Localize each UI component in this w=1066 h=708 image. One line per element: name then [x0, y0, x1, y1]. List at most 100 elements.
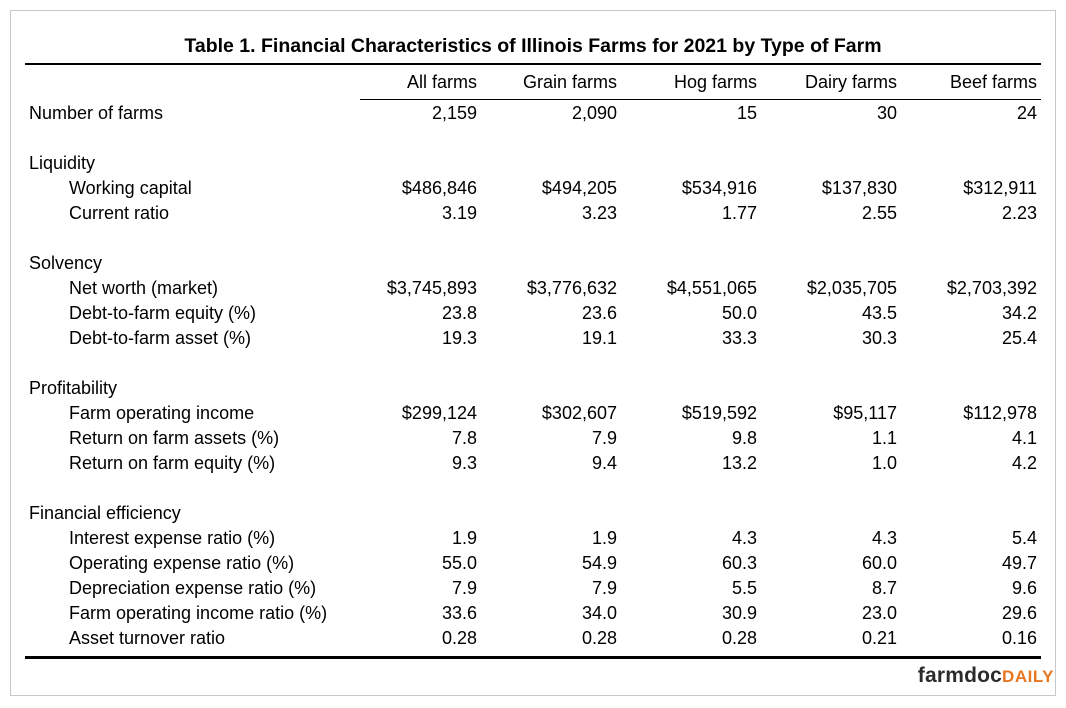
row-label: Return on farm assets (%) [69, 428, 280, 448]
table-cell: $137,830 [821, 178, 897, 198]
table-cell: 1.0 [871, 453, 897, 473]
header-rule [360, 99, 1041, 100]
table-cell: 4.1 [1011, 428, 1037, 448]
table-cell: $534,916 [681, 178, 757, 198]
row-label: Working capital [69, 178, 192, 198]
table-cell: 3.23 [581, 203, 617, 223]
row-label: Debt-to-farm equity (%) [69, 303, 257, 323]
column-header: Grain farms [522, 72, 617, 92]
row-label: Asset turnover ratio [69, 628, 226, 648]
table-cell: $95,117 [833, 403, 897, 423]
row-label: Depreciation expense ratio (%) [69, 578, 317, 598]
table-cell: 23.8 [441, 303, 477, 323]
section-label: Liquidity [29, 153, 96, 173]
table-cell: 7.9 [591, 428, 617, 448]
table-cell: 2.55 [861, 203, 897, 223]
row-label: Interest expense ratio (%) [69, 528, 276, 548]
table-cell: $312,911 [963, 178, 1037, 198]
column-header: Dairy farms [804, 72, 897, 92]
table-cell: 54.9 [581, 553, 617, 573]
table-cell: 30.9 [721, 603, 757, 623]
top-rule [25, 63, 1041, 65]
table-cell: 30 [876, 103, 897, 123]
bottom-rule [25, 656, 1041, 659]
farmdoc-daily-logo: farmdocDAILY [918, 662, 1054, 691]
table-cell: 0.16 [1001, 628, 1037, 648]
row-label: Farm operating income [69, 403, 255, 423]
table-cell: 3.19 [441, 203, 477, 223]
table-cell: 0.28 [441, 628, 477, 648]
table-cell: $3,745,893 [386, 278, 477, 298]
table-cell: 25.4 [1001, 328, 1037, 348]
table-cell: 33.3 [721, 328, 757, 348]
table-cell: 34.0 [581, 603, 617, 623]
figure-frame [10, 10, 1056, 696]
table-cell: 4.3 [871, 528, 897, 548]
row-label: Operating expense ratio (%) [69, 553, 295, 573]
table-cell: 1.9 [591, 528, 617, 548]
table-cell: 2,090 [571, 103, 617, 123]
table-title: Table 1. Financial Characteristics of Il… [184, 35, 882, 57]
table-cell: 4.3 [731, 528, 757, 548]
section-label: Profitability [29, 378, 118, 398]
table-cell: 8.7 [871, 578, 897, 598]
table-cell: 30.3 [861, 328, 897, 348]
table-cell: $299,124 [401, 403, 477, 423]
table-cell: 0.28 [581, 628, 617, 648]
table-cell: 50.0 [721, 303, 757, 323]
table-cell: 9.3 [451, 453, 477, 473]
table-cell: 1.77 [721, 203, 757, 223]
table-cell: 7.9 [591, 578, 617, 598]
table-cell: 4.2 [1011, 453, 1037, 473]
table-cell: 19.3 [441, 328, 477, 348]
row-label: Return on farm equity (%) [69, 453, 276, 473]
table-cell: 9.4 [591, 453, 617, 473]
table-cell: 55.0 [441, 553, 477, 573]
logo-text-daily: DAILY [1002, 667, 1054, 686]
table-cell: 9.6 [1011, 578, 1037, 598]
column-header: All farms [406, 72, 477, 92]
table-cell: 29.6 [1001, 603, 1037, 623]
table-cell: 43.5 [861, 303, 897, 323]
row-label: Debt-to-farm asset (%) [69, 328, 252, 348]
row-label: Farm operating income ratio (%) [69, 603, 328, 623]
table-cell: $112,978 [963, 403, 1037, 423]
table-cell: 5.4 [1011, 528, 1037, 548]
table-cell: $2,703,392 [946, 278, 1037, 298]
table-cell: 24 [1016, 103, 1037, 123]
table-cell: 1.1 [871, 428, 897, 448]
table-cell: 9.8 [731, 428, 757, 448]
table-cell: $519,592 [681, 403, 757, 423]
table-cell: 23.6 [581, 303, 617, 323]
row-label: Number of farms [29, 103, 164, 123]
table-cell: $2,035,705 [806, 278, 897, 298]
table-cell: 33.6 [441, 603, 477, 623]
row-label: Current ratio [69, 203, 170, 223]
table-cell: 7.9 [451, 578, 477, 598]
table-cell: 1.9 [451, 528, 477, 548]
row-label: Net worth (market) [69, 278, 219, 298]
table-cell: $302,607 [541, 403, 617, 423]
table-cell: 5.5 [731, 578, 757, 598]
table-cell: 15 [736, 103, 757, 123]
table-cell: 49.7 [1001, 553, 1037, 573]
table-cell: 2,159 [431, 103, 477, 123]
table-cell: $486,846 [401, 178, 477, 198]
table-cell: 60.3 [721, 553, 757, 573]
table-cell: 34.2 [1001, 303, 1037, 323]
table-cell: 0.28 [721, 628, 757, 648]
table-cell: 19.1 [581, 328, 617, 348]
section-label: Solvency [29, 253, 103, 273]
section-label: Financial efficiency [29, 503, 181, 523]
table-cell: 2.23 [1001, 203, 1037, 223]
logo-text-farmdoc: farmdoc [917, 664, 1003, 687]
table-cell: $4,551,065 [666, 278, 757, 298]
table-cell: 13.2 [721, 453, 757, 473]
table-cell: 23.0 [861, 603, 897, 623]
table-cell: 0.21 [861, 628, 897, 648]
table-cell: $494,205 [541, 178, 617, 198]
table-cell: $3,776,632 [526, 278, 617, 298]
table-cell: 60.0 [861, 553, 897, 573]
column-header: Hog farms [673, 72, 757, 92]
table-cell: 7.8 [451, 428, 477, 448]
